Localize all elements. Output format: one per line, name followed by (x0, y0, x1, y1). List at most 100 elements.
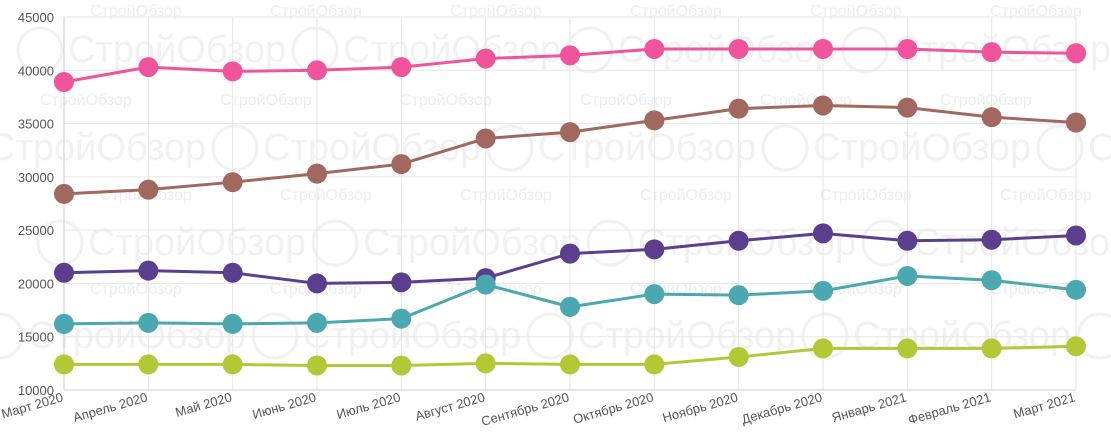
data-point[interactable] (54, 313, 74, 334)
data-point[interactable] (307, 273, 327, 294)
y-tick-label: 10000 (18, 383, 54, 398)
series-brown (54, 95, 1086, 204)
data-point[interactable] (138, 57, 159, 78)
data-point[interactable] (728, 38, 749, 59)
data-point[interactable] (222, 354, 243, 375)
data-point[interactable] (813, 223, 833, 244)
watermark-logo-icon (1036, 124, 1084, 172)
data-point[interactable] (813, 280, 833, 301)
watermark-text-small: СтройОбзор (630, 3, 722, 20)
watermark-text: СтройОбзор (853, 315, 1071, 357)
data-point[interactable] (728, 230, 749, 251)
watermark-text-small: СтройОбзор (220, 92, 312, 109)
watermark-logo-icon (526, 312, 574, 360)
data-point[interactable] (981, 229, 1002, 250)
watermark-text-small: СтройОбзор (990, 281, 1082, 298)
data-point[interactable] (222, 61, 243, 82)
watermark-text-small: СтройОбзор (40, 92, 132, 109)
data-point[interactable] (391, 308, 412, 329)
data-point[interactable] (307, 355, 327, 376)
watermark-text: СтройОбзор (813, 127, 1031, 169)
data-point[interactable] (138, 312, 159, 333)
x-tick-label: Март 2021 (1012, 389, 1077, 421)
x-tick-label: Октябрь 2020 (571, 389, 655, 426)
data-point[interactable] (475, 353, 496, 374)
data-point[interactable] (391, 272, 412, 293)
watermark-text: СтройОбзор (363, 222, 581, 264)
data-point[interactable] (307, 60, 327, 81)
data-point[interactable] (222, 172, 243, 193)
data-point[interactable] (1066, 336, 1086, 357)
data-point[interactable] (728, 98, 749, 119)
data-point[interactable] (560, 296, 580, 317)
watermark-logo-icon (586, 219, 634, 267)
y-tick-label: 25000 (18, 223, 54, 238)
data-point[interactable] (981, 270, 1002, 291)
data-point[interactable] (560, 45, 580, 66)
data-point[interactable] (1066, 43, 1086, 64)
data-point[interactable] (138, 179, 159, 200)
data-point[interactable] (138, 354, 159, 375)
data-point[interactable] (560, 354, 580, 375)
x-tick-label: Январь 2021 (830, 389, 908, 425)
y-tick-label: 40000 (18, 63, 54, 78)
data-point[interactable] (222, 313, 243, 334)
data-point[interactable] (813, 338, 833, 359)
data-point[interactable] (307, 163, 327, 184)
data-point[interactable] (475, 48, 496, 69)
watermark-text: СтройОбзор (1088, 127, 1111, 169)
data-point[interactable] (897, 265, 918, 286)
x-tick-label: Сентябрь 2020 (479, 389, 570, 428)
data-point[interactable] (644, 110, 665, 131)
data-point[interactable] (981, 42, 1002, 63)
y-tick-label: 15000 (18, 330, 54, 345)
watermark-logo-icon (251, 312, 299, 360)
data-point[interactable] (391, 355, 412, 376)
watermark-text-small: СтройОбзор (820, 187, 912, 204)
data-point[interactable] (138, 260, 159, 281)
data-point[interactable] (644, 284, 665, 305)
watermark-text-small: СтройОбзор (990, 3, 1082, 20)
data-point[interactable] (728, 285, 749, 306)
data-point[interactable] (1066, 279, 1086, 300)
data-point[interactable] (560, 122, 580, 143)
watermark-text-small: СтройОбзор (90, 281, 182, 298)
y-tick-label: 35000 (18, 117, 54, 132)
data-point[interactable] (813, 38, 833, 59)
series-purple (54, 223, 1086, 294)
data-point[interactable] (54, 262, 74, 283)
data-point[interactable] (475, 128, 496, 149)
watermark-text-small: СтройОбзор (280, 187, 372, 204)
data-point[interactable] (813, 95, 833, 116)
data-point[interactable] (897, 230, 918, 251)
watermark-text: СтройОбзор (578, 315, 796, 357)
data-point[interactable] (897, 38, 918, 59)
data-point[interactable] (222, 262, 243, 283)
data-point[interactable] (981, 107, 1002, 128)
data-point[interactable] (644, 239, 665, 260)
data-point[interactable] (307, 312, 327, 333)
x-tick-label: Июль 2020 (335, 389, 402, 422)
data-point[interactable] (644, 38, 665, 59)
data-point[interactable] (897, 97, 918, 118)
data-point[interactable] (981, 338, 1002, 359)
series-lime (54, 336, 1086, 376)
data-point[interactable] (644, 354, 665, 375)
data-point[interactable] (54, 183, 74, 204)
x-tick-label: Май 2020 (174, 389, 234, 419)
series-group (54, 38, 1086, 376)
data-point[interactable] (728, 346, 749, 367)
x-tick-label: Апрель 2020 (71, 389, 149, 425)
data-point[interactable] (391, 154, 412, 175)
data-point[interactable] (1066, 225, 1086, 246)
data-point[interactable] (391, 57, 412, 78)
data-point[interactable] (1066, 112, 1086, 133)
data-point[interactable] (475, 274, 496, 295)
data-point[interactable] (897, 338, 918, 359)
watermark-text: СтройОбзор (263, 127, 481, 169)
data-point[interactable] (560, 243, 580, 264)
x-tick-label: Ноябрь 2020 (661, 389, 740, 425)
data-point[interactable] (54, 354, 74, 375)
data-point[interactable] (54, 72, 74, 93)
